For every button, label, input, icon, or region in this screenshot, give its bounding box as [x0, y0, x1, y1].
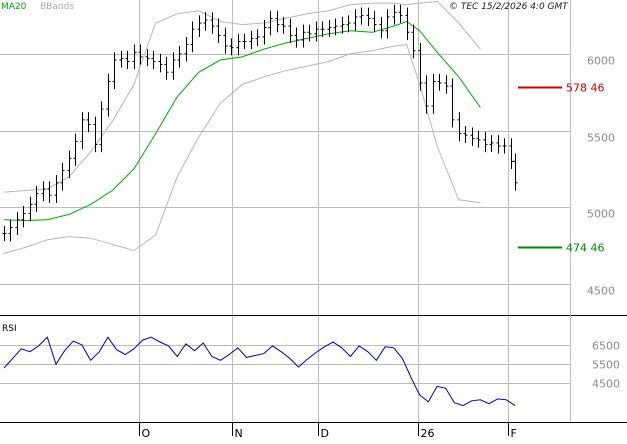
- x-tick-label: O: [142, 427, 151, 440]
- bband-lower: [3, 44, 481, 254]
- rsi-tick-label: 6500: [592, 340, 620, 353]
- x-tick-label: F: [511, 427, 517, 440]
- rsi-grid: [0, 345, 570, 384]
- bband-upper: [3, 0, 481, 193]
- price-tick-label: 6000: [587, 55, 615, 68]
- rsi-tick-label: 4500: [592, 378, 620, 391]
- rsi-tick-labels: 4500 5500 6500: [592, 340, 620, 391]
- timestamp-label: © TEC 15/2/2026 4:0 GMT: [449, 2, 569, 12]
- price-tick-label: 5500: [587, 132, 615, 145]
- price-tick-labels: 4500 5000 5500 6000: [587, 55, 615, 298]
- x-tick-label: N: [235, 427, 243, 440]
- rsi-line: [3, 336, 516, 407]
- bollinger-bands: [3, 0, 481, 254]
- price-bars: [2, 4, 518, 242]
- rsi-series: [3, 336, 516, 407]
- ma20-line: [3, 20, 481, 222]
- target-levels: 578 46 474 46: [518, 82, 605, 255]
- legend-ma20: MA20: [1, 2, 27, 12]
- x-tick-labels: O N D 26 F: [142, 427, 517, 440]
- price-tick-label: 4500: [587, 285, 615, 298]
- price-tick-label: 5000: [587, 208, 615, 221]
- x-tick-label: D: [321, 427, 329, 440]
- legend-bbands: BBands: [40, 2, 74, 12]
- x-tick-label: 26: [421, 427, 435, 440]
- plot-area: [0, 0, 570, 440]
- rsi-tick-label: 5500: [592, 359, 620, 372]
- rsi-label: RSI: [2, 324, 17, 334]
- ma20-path: [3, 20, 481, 222]
- resistance-label: 578 46: [566, 82, 605, 95]
- support-label: 474 46: [566, 242, 605, 255]
